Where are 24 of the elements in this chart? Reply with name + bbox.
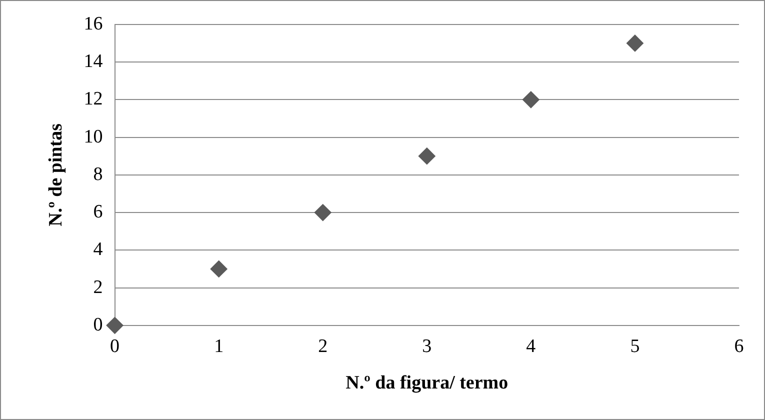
y-tick-label: 14 bbox=[84, 51, 104, 72]
y-tick-label: 0 bbox=[93, 314, 103, 336]
y-tick-label: 10 bbox=[84, 126, 103, 148]
x-axis-title: N.º da figura/ termo bbox=[346, 372, 508, 394]
x-tick-label: 1 bbox=[214, 336, 224, 357]
y-tick-label: 2 bbox=[93, 276, 103, 298]
point bbox=[418, 148, 436, 165]
x-tick-label: 5 bbox=[630, 336, 640, 357]
point bbox=[626, 34, 644, 52]
y-tick-label: 16 bbox=[84, 13, 103, 34]
x-tick-label: 0 bbox=[110, 336, 120, 357]
y-tick-label: 8 bbox=[93, 164, 103, 185]
y-tick-label: 4 bbox=[93, 239, 104, 260]
x-tick-label: 4 bbox=[526, 336, 536, 357]
point bbox=[314, 204, 332, 222]
point bbox=[210, 260, 228, 278]
y-tick-label: 12 bbox=[84, 88, 103, 110]
x-tick-label: 2 bbox=[318, 336, 328, 357]
point bbox=[522, 91, 540, 108]
y-tick-label: 6 bbox=[93, 202, 103, 223]
point bbox=[106, 316, 124, 334]
x-tick-label: 3 bbox=[422, 336, 432, 357]
x-tick-label: 6 bbox=[734, 336, 744, 357]
y-axis-title: N.º de pintas bbox=[45, 123, 66, 226]
